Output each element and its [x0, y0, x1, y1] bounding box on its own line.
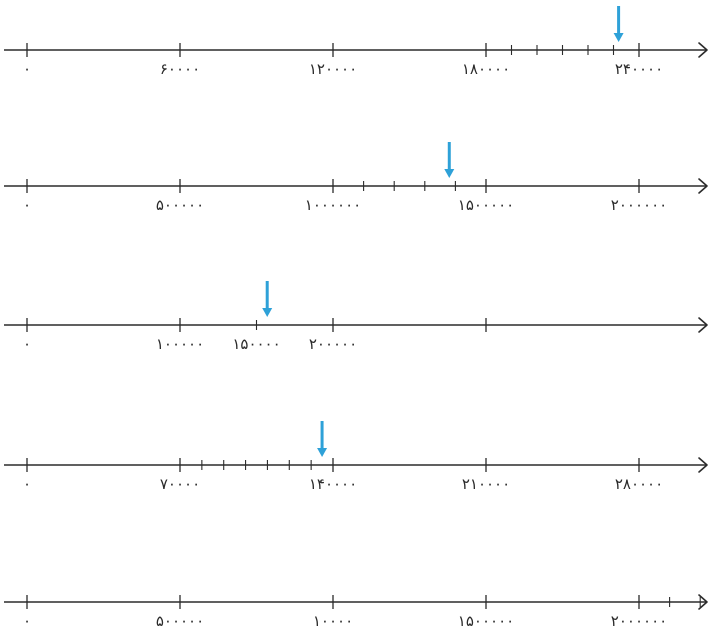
- tick-label: ۶۰۰۰۰: [160, 60, 200, 78]
- number-line-2: ۰۵۰۰۰۰۰۱۰۰۰۰۰۰۱۵۰۰۰۰۰۲۰۰۰۰۰۰۲۵۰۰۰۰۰۳۰۰۰۰…: [4, 142, 708, 214]
- tick-label: ۱۴۰۰۰۰: [309, 475, 357, 493]
- tick-label: ۲۰۰۰۰۰: [309, 335, 357, 353]
- axis-arrow-head: [698, 594, 708, 610]
- number-line-3: ۰ ۱۰۰۰۰۰ ۱۵۰۰۰۰ ۲۰۰۰۰۰: [4, 281, 708, 353]
- tick-label: ۰: [23, 612, 31, 630]
- tick-label: ۲۱۰۰۰۰: [462, 475, 510, 493]
- tick-label: ۵۰۰۰۰۰: [156, 612, 204, 630]
- tick-label: ۱۰۰۰۰۰۰: [305, 196, 361, 214]
- tick-label: ۱۵۰۰۰۰۰: [458, 196, 514, 214]
- axis-arrow-head: [698, 42, 708, 58]
- number-line-1: ۰ ۶۰۰۰۰ ۱۲۰۰۰۰ ۱۸۰۰۰۰ ۲۴۰۰۰۰: [4, 6, 708, 78]
- number-line-5: ۰۵۰۰۰۰۰۱۰۰۰۰۱۵۰۰۰۰۰۲۰۰۰۰۰۰۲۵۰۰۰۰۰: [4, 594, 708, 630]
- tick-label: ۰: [23, 60, 31, 78]
- axis-arrow-head: [698, 457, 708, 473]
- tick-label: ۰: [23, 475, 31, 493]
- tick-label: ۱۰۰۰۰: [313, 612, 353, 630]
- tick-label: ۲۰۰۰۰۰۰: [611, 196, 667, 214]
- marker-arrow-icon: [613, 33, 624, 42]
- marker-arrow-icon: [262, 308, 273, 317]
- axis-arrow-head: [698, 317, 708, 333]
- marker-arrow-icon: [317, 448, 328, 457]
- tick-label: ۱۰۰۰۰۰: [156, 335, 204, 353]
- marker-arrow-icon: [444, 169, 455, 178]
- tick-label: ۲۸۰۰۰۰: [615, 475, 663, 493]
- tick-label: ۲۴۰۰۰۰: [615, 60, 663, 78]
- tick-label: ۵۰۰۰۰۰: [156, 196, 204, 214]
- tick-label: ۰: [23, 335, 31, 353]
- tick-label: ۱۲۰۰۰۰: [309, 60, 357, 78]
- tick-label: ۱۵۰۰۰۰: [232, 335, 280, 353]
- tick-label: ۷۰۰۰۰: [160, 475, 200, 493]
- number-line-4: ۰۷۰۰۰۰۱۴۰۰۰۰۲۱۰۰۰۰۲۸۰۰۰۰۳۵۰۰۰۰: [4, 421, 708, 493]
- tick-label: ۱۵۰۰۰۰۰: [458, 612, 514, 630]
- tick-label: ۲۰۰۰۰۰۰: [611, 612, 667, 630]
- tick-label: ۰: [23, 196, 31, 214]
- tick-label: ۱۸۰۰۰۰: [462, 60, 510, 78]
- axis-arrow-head: [698, 178, 708, 194]
